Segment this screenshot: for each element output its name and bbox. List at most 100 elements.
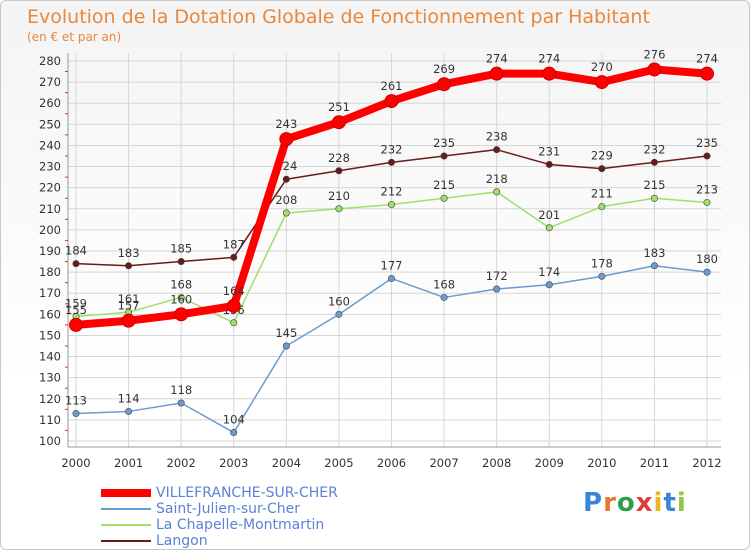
chart-legend: VILLEFRANCHE-SUR-CHER Saint-Julien-sur-Ch…: [101, 485, 338, 549]
data-label: 251: [328, 100, 350, 114]
data-label: 238: [486, 130, 508, 144]
y-tick-label: 250: [39, 117, 61, 131]
data-label: 232: [381, 142, 403, 156]
data-label: 161: [118, 292, 140, 306]
data-point: [282, 342, 290, 350]
proxiti-logo: Proxiti: [583, 488, 687, 518]
legend-item: Saint-Julien-sur-Cher: [101, 501, 338, 517]
data-point: [598, 165, 606, 173]
y-tick-label: 140: [39, 350, 61, 364]
chart-subtitle: (en € et par an): [27, 30, 122, 44]
y-tick-label: 220: [39, 181, 61, 195]
y-tick-label: 100: [39, 434, 61, 448]
x-tick-label: 2011: [640, 456, 669, 470]
data-label: 183: [643, 246, 665, 260]
data-point: [125, 262, 133, 270]
data-point: [335, 205, 343, 213]
data-point: [542, 66, 557, 81]
data-point: [647, 62, 662, 77]
data-point: [437, 77, 452, 92]
data-label: 164: [223, 284, 245, 298]
data-point: [230, 253, 238, 261]
data-label: 232: [643, 142, 665, 156]
data-point: [230, 429, 238, 437]
data-label: 218: [486, 172, 508, 186]
legend-swatch: [101, 508, 151, 510]
legend-label: VILLEFRANCHE-SUR-CHER: [156, 485, 338, 501]
data-point: [489, 66, 504, 81]
data-label: 168: [433, 277, 455, 291]
data-point: [703, 198, 711, 206]
y-tick-label: 200: [39, 223, 61, 237]
data-label: 243: [275, 117, 297, 131]
data-point: [72, 410, 80, 418]
x-tick-label: 2010: [587, 456, 616, 470]
data-point: [177, 399, 185, 407]
data-label: 235: [696, 136, 718, 150]
data-label: 145: [275, 326, 297, 340]
data-point: [493, 285, 501, 293]
data-label: 235: [433, 136, 455, 150]
y-tick-label: 160: [39, 307, 61, 321]
x-tick-label: 2003: [219, 456, 248, 470]
data-point: [125, 407, 133, 415]
logo-letter: x: [635, 488, 654, 518]
y-tick-label: 260: [39, 96, 61, 110]
data-point: [279, 132, 294, 147]
data-point: [598, 203, 606, 211]
data-point: [703, 152, 711, 160]
x-tick-label: 2009: [535, 456, 564, 470]
data-label: 229: [591, 149, 613, 163]
data-point: [387, 274, 395, 282]
data-point: [545, 224, 553, 232]
data-label: 114: [118, 391, 140, 405]
data-label: 113: [65, 394, 87, 408]
data-point: [440, 152, 448, 160]
data-label: 201: [538, 208, 560, 222]
data-point: [387, 201, 395, 209]
legend-label: La Chapelle-Montmartin: [156, 517, 325, 533]
data-label: 274: [696, 52, 718, 66]
data-point: [387, 158, 395, 166]
data-point: [177, 258, 185, 266]
data-point: [598, 272, 606, 280]
x-tick-label: 2004: [272, 456, 301, 470]
data-point: [545, 281, 553, 289]
data-label: 274: [538, 52, 560, 66]
x-tick-label: 2005: [324, 456, 353, 470]
data-point: [226, 298, 241, 313]
legend-item: La Chapelle-Montmartin: [101, 517, 338, 533]
data-point: [703, 268, 711, 276]
data-label: 177: [381, 258, 403, 272]
y-tick-label: 280: [39, 54, 61, 68]
data-point: [331, 115, 346, 130]
data-point: [230, 319, 238, 327]
data-label: 270: [591, 60, 613, 74]
data-label: 104: [223, 413, 245, 427]
logo-letter: o: [616, 488, 636, 518]
data-label: 178: [591, 256, 613, 270]
data-label: 261: [381, 79, 403, 93]
data-label: 159: [65, 296, 87, 310]
data-label: 187: [223, 237, 245, 251]
x-tick-label: 2006: [377, 456, 406, 470]
data-point: [545, 160, 553, 168]
data-label: 276: [643, 47, 665, 61]
data-label: 157: [118, 299, 140, 313]
data-point: [72, 260, 80, 268]
data-label: 160: [170, 292, 192, 306]
legend-swatch: [101, 524, 151, 526]
data-label: 212: [381, 185, 403, 199]
logo-letter: r: [603, 488, 617, 518]
data-point: [440, 293, 448, 301]
data-label: 160: [328, 294, 350, 308]
x-tick-label: 2008: [482, 456, 511, 470]
data-point: [650, 262, 658, 270]
data-point: [174, 307, 189, 322]
data-point: [121, 313, 136, 328]
y-tick-label: 120: [39, 392, 61, 406]
y-tick-label: 240: [39, 138, 61, 152]
data-point: [335, 310, 343, 318]
data-point: [650, 194, 658, 202]
